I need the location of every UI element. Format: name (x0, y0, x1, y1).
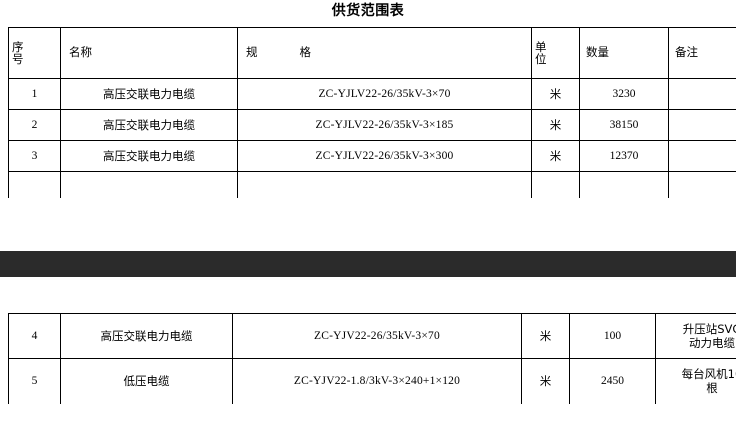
cell-index: 1 (8, 78, 61, 110)
column-header-qty-label: 数量 (586, 45, 609, 60)
cell-remark (668, 78, 736, 110)
column-header-spec-line1: 规 (246, 45, 258, 60)
table-row: 3 高压交联电力电缆 ZC-YJLV22-26/35kV-3×300 米 123… (8, 140, 736, 172)
table-row: 1 高压交联电力电缆 ZC-YJLV22-26/35kV-3×70 米 3230 (8, 78, 736, 110)
table-body: 1 高压交联电力电缆 ZC-YJLV22-26/35kV-3×70 米 3230… (8, 78, 736, 198)
page-break-separator (0, 251, 736, 277)
supply-scope-table-page2: 4 高压交联电力电缆 ZC-YJV22-26/35kV-3×70 米 100 升… (8, 313, 736, 404)
cell-remark: 升压站SVG 动力电缆 (655, 313, 736, 359)
cell-unit: 米 (521, 313, 570, 359)
cell-spec: ZC-YJLV22-26/35kV-3×300 (237, 140, 532, 172)
cell-index (8, 171, 61, 198)
table-row: 4 高压交联电力电缆 ZC-YJV22-26/35kV-3×70 米 100 升… (8, 313, 736, 359)
table-row: 5 低压电缆 ZC-YJV22-1.8/3kV-3×240+1×120 米 24… (8, 358, 736, 404)
cell-remark (668, 171, 736, 198)
column-header-unit-line1: 单 (535, 39, 547, 54)
cell-remark: 每台风机10 根 (655, 358, 736, 404)
cell-name (60, 171, 238, 198)
cell-name: 高压交联电力电缆 (60, 109, 238, 141)
cell-unit: 米 (531, 140, 580, 172)
cell-unit: 米 (531, 109, 580, 141)
table-row: 2 高压交联电力电缆 ZC-YJLV22-26/35kV-3×185 米 381… (8, 109, 736, 141)
page-title: 供货范围表 (331, 3, 405, 19)
cell-spec: ZC-YJLV22-26/35kV-3×185 (237, 109, 532, 141)
column-header-remark: 备注 (668, 27, 736, 79)
cell-qty: 100 (569, 313, 656, 359)
column-header-name-line1: 名 (69, 45, 81, 60)
cell-name: 高压交联电力电缆 (60, 140, 238, 172)
cell-unit: 米 (531, 78, 580, 110)
cell-remark-line2: 动力电缆 (689, 336, 735, 350)
column-header-name: 名称 (60, 27, 238, 79)
cell-remark (668, 109, 736, 141)
cell-spec: ZC-YJV22-1.8/3kV-3×240+1×120 (232, 358, 522, 404)
cell-name: 高压交联电力电缆 (60, 78, 238, 110)
cell-spec: ZC-YJV22-26/35kV-3×70 (232, 313, 522, 359)
table-header-row: 序 号 名称 规格 单 位 数量 备注 (8, 27, 736, 79)
cell-qty: 3230 (579, 78, 669, 110)
cell-index: 5 (8, 358, 61, 404)
cell-index: 3 (8, 140, 61, 172)
column-header-qty: 数量 (579, 27, 669, 79)
table-header: 序 号 名称 规格 单 位 数量 备注 (8, 27, 736, 79)
cell-remark-line1: 升压站SVG (682, 321, 736, 336)
column-header-unit: 单 位 (531, 27, 580, 79)
cell-index: 4 (8, 313, 61, 359)
cell-qty: 2450 (569, 358, 656, 404)
cell-name: 低压电缆 (60, 358, 233, 404)
cell-qty (579, 171, 669, 198)
cell-unit (531, 171, 580, 198)
table-row-blank (8, 171, 736, 198)
cell-spec (237, 171, 532, 198)
cell-remark (668, 140, 736, 172)
cell-name: 高压交联电力电缆 (60, 313, 233, 359)
table-body: 4 高压交联电力电缆 ZC-YJV22-26/35kV-3×70 米 100 升… (8, 313, 736, 404)
column-header-remark-label: 备注 (675, 45, 698, 60)
cell-remark-line2: 根 (706, 381, 718, 395)
column-header-spec-line2: 格 (299, 45, 312, 60)
column-header-spec: 规格 (237, 27, 532, 79)
column-header-index-line2: 号 (12, 52, 24, 66)
cell-qty: 38150 (579, 109, 669, 141)
column-header-index: 序 号 (8, 27, 61, 79)
cell-index: 2 (8, 109, 61, 141)
cell-qty: 12370 (579, 140, 669, 172)
cell-unit: 米 (521, 358, 570, 404)
column-header-name-line2: 称 (80, 45, 93, 60)
cell-spec: ZC-YJLV22-26/35kV-3×70 (237, 78, 532, 110)
cell-remark-line1: 每台风机10 (681, 366, 736, 381)
column-header-index-line1: 序 (12, 39, 24, 54)
supply-scope-table-page1: 序 号 名称 规格 单 位 数量 备注 1 高压交联电力电缆 ZC (8, 27, 736, 198)
column-header-unit-line2: 位 (535, 52, 547, 66)
